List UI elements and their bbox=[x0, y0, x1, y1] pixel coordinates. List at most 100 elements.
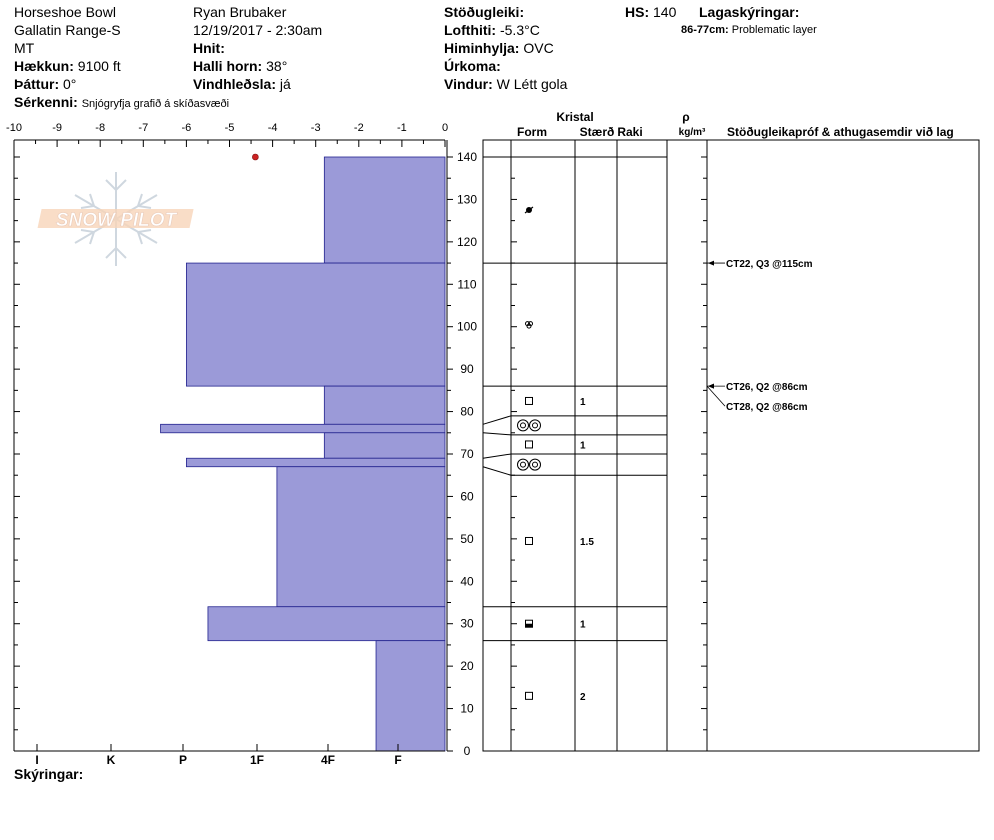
wind-loading-value: já bbox=[279, 76, 291, 92]
features: Sérkenni: Snjógryfja grafið á skíðasvæði bbox=[14, 93, 229, 113]
temp-tick-label: -8 bbox=[95, 122, 105, 134]
crystal-symbol-square-icon bbox=[525, 396, 533, 405]
observation-datetime: 12/19/2017 - 2:30am bbox=[193, 22, 323, 38]
temp-tick-label: -10 bbox=[6, 122, 22, 134]
test-label: CT22, Q3 @115cm bbox=[726, 259, 813, 270]
state-name: MT bbox=[14, 40, 35, 56]
air-temp-label: Lofthiti: bbox=[444, 22, 497, 38]
notes-label-text: Skýringar: bbox=[14, 766, 84, 782]
depth-tick-label: 110 bbox=[457, 277, 476, 291]
temp-tick-label: -3 bbox=[311, 122, 321, 134]
crystal-symbol-square-icon bbox=[525, 536, 533, 545]
density-symbol: ρ bbox=[682, 110, 689, 124]
temp-tick-label: -7 bbox=[138, 122, 148, 134]
temp-tick-label: -2 bbox=[354, 122, 364, 134]
depth-tick-label: 100 bbox=[457, 320, 477, 334]
location-name: Horseshoe Bowl bbox=[14, 4, 116, 20]
crystal-symbol-decomposing-icon bbox=[524, 206, 534, 214]
temp-tick-label: -5 bbox=[225, 122, 235, 134]
test-label: CT26, Q2 @86cm bbox=[726, 382, 808, 393]
crystal-panel-frame bbox=[482, 139, 980, 752]
coords-label: Hnit: bbox=[193, 40, 225, 56]
air-temp-point bbox=[252, 153, 259, 161]
melt-circle-icon bbox=[517, 419, 529, 432]
stability-test: CT22, Q3 @115cm bbox=[707, 259, 813, 270]
square-icon bbox=[525, 396, 533, 405]
depth-tick-label: 40 bbox=[460, 574, 474, 588]
layer-connector bbox=[482, 453, 512, 459]
stability-test: CT26, Q2 @86cm bbox=[707, 382, 808, 393]
slope-label: Halli horn: bbox=[193, 58, 263, 74]
aspect-label: Þáttur: bbox=[14, 76, 60, 92]
snowpilot-logo: SNOW PILOT bbox=[37, 172, 194, 266]
square-icon bbox=[525, 691, 533, 700]
crystal-size-label: 2 bbox=[580, 692, 586, 703]
melt-circle-icon bbox=[517, 458, 529, 471]
decomposing-slash-icon bbox=[524, 206, 534, 214]
depth-tick-label: 70 bbox=[460, 447, 474, 461]
depth-tick-label: 120 bbox=[457, 235, 477, 249]
crystal-panel: Kristal Form Stærð Raki ρ kg/m³ Stöðugleikapró… bbox=[482, 110, 980, 752]
layer-connector bbox=[482, 415, 512, 425]
depth-tick-label: 0 bbox=[464, 744, 471, 758]
hardness-layer-2 bbox=[323, 385, 446, 425]
crystal-size-label: 1.5 bbox=[580, 537, 594, 548]
temp-tick-label: 0 bbox=[442, 122, 448, 134]
test-pointer-line bbox=[706, 385, 726, 407]
wind: Vindur: W Létt gola bbox=[444, 75, 567, 93]
density-unit: kg/m³ bbox=[679, 127, 706, 138]
cluster-circle-icon bbox=[526, 323, 532, 329]
left-axes: -10 -9 -8 -7 -6 -5 -4 -3 -2 -1 0I K P 1F 4F F0102030405… bbox=[6, 122, 477, 767]
layer-notes: Lagaskýringar: bbox=[699, 3, 799, 21]
crystal-symbol-melt-pair-icon bbox=[517, 458, 541, 471]
crystal-symbol-square-icon bbox=[525, 691, 533, 700]
layer-notes-label: Lagaskýringar: bbox=[699, 4, 800, 20]
form-header: Form bbox=[517, 125, 547, 139]
crystal-symbol-melt-pair-icon bbox=[517, 419, 541, 432]
stability-test: CT28, Q2 @86cm bbox=[706, 383, 808, 413]
stability-label: Stöðugleiki: bbox=[444, 4, 525, 20]
depth-tick-label: 80 bbox=[460, 405, 474, 419]
hardness-layer-7 bbox=[207, 606, 446, 642]
melt-inner-icon bbox=[532, 461, 538, 468]
temp-tick-label: -6 bbox=[182, 122, 192, 134]
hardness-layer-1 bbox=[185, 262, 446, 387]
slope-angle: Halli horn: 38° bbox=[193, 57, 287, 75]
temp-tick-label: -1 bbox=[397, 122, 407, 134]
wind-value: W Létt gola bbox=[496, 76, 568, 92]
depth-tick-label: 10 bbox=[460, 702, 474, 716]
hoar-fill-icon bbox=[525, 623, 533, 628]
coords: Hnit: bbox=[193, 39, 225, 57]
snowflake-icon bbox=[74, 172, 158, 266]
depth-tick-label: 30 bbox=[460, 617, 474, 631]
depth-tick-label: 140 bbox=[457, 150, 477, 164]
depth-tick-label: 50 bbox=[460, 532, 474, 546]
square-icon bbox=[525, 536, 533, 545]
size-header: Stærð bbox=[580, 125, 615, 139]
hardness-label: 1F bbox=[250, 753, 264, 767]
melt-circle-icon bbox=[529, 458, 541, 471]
crystal-symbol-rounded-cluster-icon bbox=[525, 321, 533, 329]
temp-tick-label: -4 bbox=[268, 122, 278, 134]
hardness-label: P bbox=[179, 753, 187, 767]
crystal-symbol-depth-hoar-icon bbox=[525, 619, 533, 628]
air-temp-value: -5.3°C bbox=[499, 22, 540, 38]
depth-tick-label: 60 bbox=[460, 489, 474, 503]
crystal-size-label: 1 bbox=[580, 620, 586, 631]
melt-inner-icon bbox=[520, 422, 526, 429]
crystal-symbol-square-icon bbox=[525, 440, 533, 449]
aspect: Þáttur: 0° bbox=[14, 75, 76, 93]
sky-value: OVC bbox=[523, 40, 554, 56]
hardness-label: F bbox=[394, 753, 401, 767]
aspect-value: 0° bbox=[63, 76, 77, 92]
depth-tick-label: 130 bbox=[457, 192, 477, 206]
crystal-header: Kristal bbox=[556, 110, 593, 124]
precip-label: Úrkoma: bbox=[444, 58, 501, 74]
hs-value: 140 bbox=[653, 4, 677, 20]
melt-inner-icon bbox=[520, 461, 526, 468]
layer-connector bbox=[482, 466, 512, 476]
hardness-layer-4 bbox=[323, 432, 446, 459]
precipitation: Úrkoma: bbox=[444, 57, 501, 75]
range-name: Gallatin Range-S bbox=[14, 22, 121, 38]
